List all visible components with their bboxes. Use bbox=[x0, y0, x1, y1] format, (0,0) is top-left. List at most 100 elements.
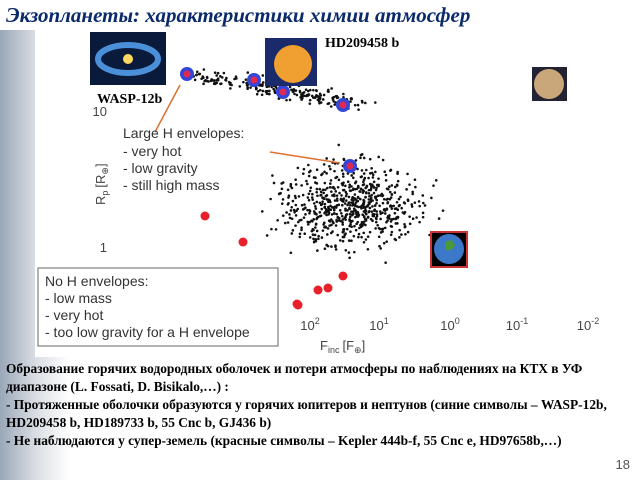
dot bbox=[344, 232, 347, 236]
dot bbox=[377, 177, 380, 180]
x-sub: inc bbox=[328, 345, 340, 355]
dot bbox=[368, 202, 371, 206]
dot bbox=[375, 198, 379, 202]
hd-planet bbox=[274, 45, 312, 83]
dot bbox=[335, 197, 339, 200]
dot bbox=[271, 174, 274, 177]
dot bbox=[320, 236, 324, 239]
dot bbox=[372, 180, 376, 184]
dot bbox=[308, 209, 312, 213]
dot bbox=[270, 85, 273, 89]
dot bbox=[323, 188, 327, 192]
dot bbox=[350, 210, 353, 213]
dot bbox=[390, 230, 394, 234]
dot bbox=[378, 244, 381, 248]
dot bbox=[302, 216, 306, 219]
dot bbox=[393, 185, 397, 189]
dot bbox=[376, 194, 380, 198]
dot bbox=[309, 186, 313, 190]
dot bbox=[351, 212, 355, 215]
dot bbox=[320, 207, 323, 211]
dot bbox=[396, 222, 399, 225]
dot bbox=[352, 209, 355, 213]
dot bbox=[321, 98, 325, 101]
dot bbox=[362, 183, 366, 186]
dot bbox=[354, 159, 358, 162]
dot bbox=[406, 199, 410, 203]
dot bbox=[441, 209, 445, 212]
dot bbox=[376, 223, 379, 227]
dot bbox=[357, 232, 361, 236]
dot bbox=[216, 71, 220, 75]
dot bbox=[364, 195, 367, 199]
dot bbox=[335, 218, 338, 222]
dot bbox=[386, 201, 390, 204]
dot bbox=[366, 215, 370, 219]
dot bbox=[410, 205, 414, 208]
dot bbox=[306, 223, 310, 226]
dot bbox=[323, 181, 327, 185]
dot bbox=[307, 198, 311, 202]
dot bbox=[404, 232, 407, 236]
dot bbox=[329, 167, 332, 171]
dot bbox=[337, 203, 341, 207]
dot bbox=[330, 245, 333, 248]
dot bbox=[368, 206, 372, 210]
dot bbox=[281, 198, 285, 201]
dot bbox=[330, 190, 333, 193]
dot bbox=[321, 229, 325, 232]
dot bbox=[331, 194, 334, 197]
body-text: Образование горячих водородных оболочек … bbox=[6, 360, 630, 450]
dot bbox=[370, 193, 373, 197]
dot bbox=[197, 72, 201, 76]
dot bbox=[356, 210, 359, 214]
red-dot bbox=[200, 211, 210, 221]
dot bbox=[314, 204, 317, 208]
none-box bbox=[37, 267, 279, 347]
dot bbox=[369, 172, 372, 175]
dot bbox=[291, 199, 295, 203]
dot bbox=[285, 211, 288, 214]
dot bbox=[286, 188, 290, 192]
dot bbox=[318, 211, 322, 214]
dot bbox=[349, 189, 352, 193]
dot bbox=[418, 220, 421, 224]
dot bbox=[303, 232, 307, 236]
dot bbox=[400, 206, 404, 210]
dot bbox=[367, 176, 370, 180]
dot bbox=[286, 203, 290, 206]
dot bbox=[399, 195, 402, 199]
paragraph: - Протяженные оболочки образуются у горя… bbox=[6, 397, 607, 430]
dot bbox=[291, 229, 295, 232]
x-axis-label: Finc [F⊕] bbox=[320, 338, 365, 355]
dot bbox=[308, 236, 312, 239]
dot bbox=[352, 187, 355, 191]
dot bbox=[314, 226, 317, 229]
dot bbox=[413, 178, 417, 182]
dot bbox=[269, 197, 272, 201]
dot bbox=[325, 157, 328, 160]
x-tick-base: 10 bbox=[577, 318, 591, 333]
none-item: - low mass bbox=[45, 290, 112, 306]
dot bbox=[333, 103, 337, 106]
dot bbox=[342, 175, 345, 178]
dot bbox=[396, 170, 399, 174]
large-item: - low gravity bbox=[123, 160, 198, 176]
dot bbox=[268, 89, 271, 93]
dot bbox=[315, 182, 319, 185]
dot bbox=[310, 196, 314, 199]
dot bbox=[304, 88, 308, 92]
dot bbox=[238, 85, 242, 88]
dot bbox=[393, 237, 397, 241]
dot bbox=[347, 201, 351, 204]
dot bbox=[219, 82, 222, 86]
dot bbox=[344, 207, 347, 211]
dot bbox=[200, 77, 203, 81]
dot bbox=[368, 230, 372, 234]
dot bbox=[312, 176, 316, 179]
dot bbox=[362, 199, 366, 203]
dot bbox=[350, 239, 353, 242]
dot bbox=[294, 203, 298, 207]
dot bbox=[260, 93, 264, 97]
dot bbox=[364, 218, 368, 221]
